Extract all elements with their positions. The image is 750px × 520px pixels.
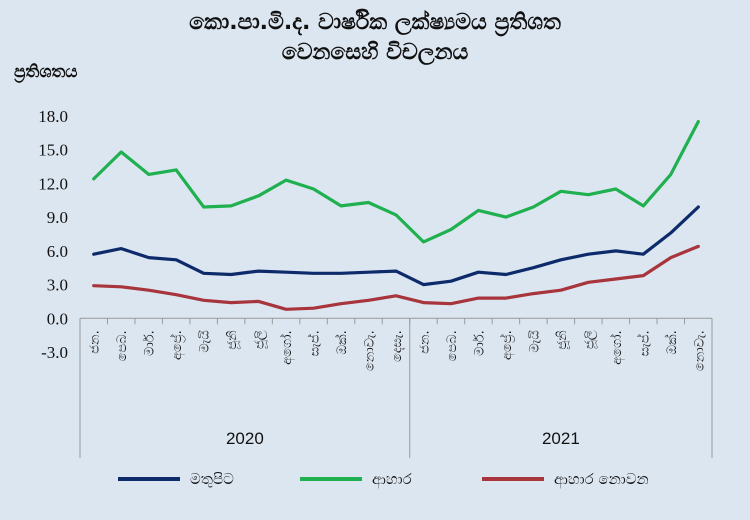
x-tick-label: අගෝ. — [609, 330, 625, 365]
y-tick-label: 3.0 — [47, 276, 68, 295]
x-tick-label: සැප්. — [636, 330, 652, 356]
y-tick-label: 0.0 — [47, 309, 68, 328]
x-tick-label: ජූනි — [225, 330, 240, 350]
legend-label: ආහාර — [372, 470, 412, 488]
legend-item: ආහාර — [300, 470, 412, 488]
x-tick-label: පෙබ. — [445, 330, 460, 361]
line-chart: 18.0 15.0 12.0 9.0 6.0 3.0 0.0 -3.0 ජන. පෙබ. මාර්.… — [38, 107, 713, 458]
year-label: 2021 — [542, 429, 580, 448]
x-tick-label: පෙබ. — [115, 330, 130, 361]
x-tick-label: ජන. — [88, 330, 103, 354]
x-tick-label: ජන. — [417, 330, 432, 354]
x-tick-label: අගෝ. — [279, 330, 295, 365]
legend-label: ආහාර නොවන — [554, 470, 649, 488]
series-line — [92, 205, 700, 287]
legend-swatch — [300, 477, 362, 481]
x-tick-label: ඔක්. — [334, 330, 350, 354]
chart-title: කො.පා.මි.ද. වාර්ෂික ලක්ෂ්‍යමය ප්‍රතිශත ව… — [0, 8, 750, 68]
x-tick-label: නොවැ. — [692, 330, 707, 371]
x-tick-label: මාර්. — [471, 330, 487, 356]
y-tick-label: -3.0 — [41, 343, 68, 362]
legend-label: මතුපිට — [190, 470, 234, 488]
x-tick-label: සැප්. — [306, 330, 322, 356]
y-tick-label: 9.0 — [47, 208, 68, 227]
x-tick-label: අප්‍රේ. — [169, 330, 185, 360]
x-tick-label: ජූනි — [555, 330, 570, 350]
year-label: 2020 — [226, 429, 264, 448]
x-tick-label: මැයි — [527, 330, 542, 353]
legend: මතුපිට ආහාර ආහාර නොවන — [0, 470, 750, 494]
y-tick-label: 6.0 — [47, 242, 68, 261]
legend-swatch — [482, 477, 544, 481]
y-axis-label: ප්‍රතිශතය — [14, 62, 78, 82]
series-line — [92, 244, 700, 311]
legend-swatch — [118, 477, 180, 481]
x-tick-label: දෙසැ. — [390, 330, 405, 362]
x-tick-label: ඔක්. — [664, 330, 680, 354]
chart-title-line1: කො.පා.මි.ද. වාර්ෂික ලක්ෂ්‍යමය ප්‍රතිශත — [189, 10, 561, 35]
x-tick-label: නොවැ. — [363, 330, 378, 371]
legend-item: මතුපිට — [118, 470, 234, 488]
chart-title-line2: වෙනසෙහි විචලනය — [281, 40, 469, 65]
x-tick-label: මාර්. — [142, 330, 158, 356]
legend-item: ආහාර නොවන — [482, 470, 649, 488]
x-tick-label: ජූලි — [582, 330, 597, 349]
series-line — [92, 119, 700, 244]
y-tick-label: 18.0 — [38, 107, 68, 126]
y-tick-label: 15.0 — [38, 141, 68, 160]
y-tick-label: 12.0 — [38, 174, 68, 193]
x-tick-label: ජූලි — [253, 330, 268, 349]
x-tick-label: මැයි — [198, 330, 213, 353]
x-tick-label: අප්‍රේ. — [499, 330, 515, 360]
